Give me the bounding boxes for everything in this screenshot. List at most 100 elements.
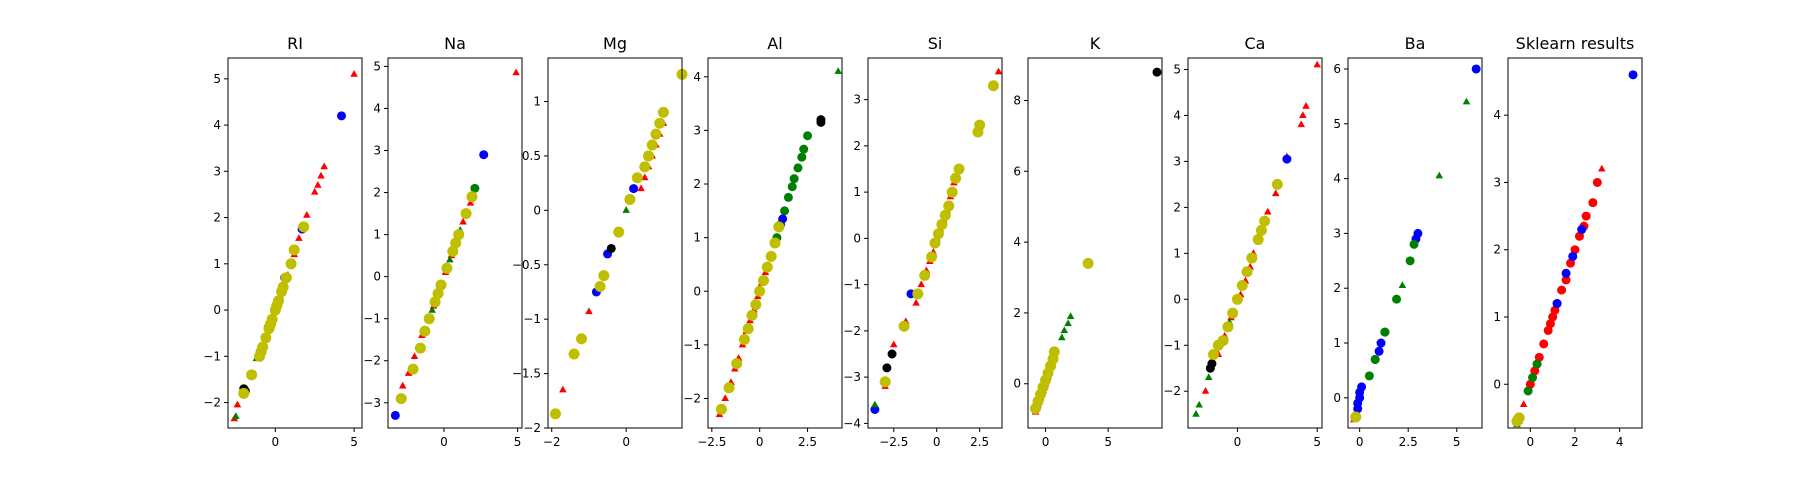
y-tick-label: 6: [1333, 62, 1341, 76]
data-point: [1561, 275, 1571, 285]
data-point: [337, 111, 347, 121]
data-point: [750, 299, 762, 311]
data-point-triangle: [446, 255, 454, 263]
data-point-triangle: [1462, 97, 1471, 105]
data-point: [746, 309, 758, 321]
y-tick-label: −2: [523, 421, 541, 435]
data-point-triangle: [994, 67, 1003, 75]
data-point: [1241, 266, 1253, 278]
subplot-title: Ba: [1405, 34, 1426, 53]
data-point-triangle: [1204, 373, 1213, 380]
data-point: [919, 269, 931, 281]
data-point: [1392, 294, 1402, 304]
data-point: [423, 313, 435, 325]
y-tick-label: 1: [1493, 310, 1501, 324]
data-point: [1557, 285, 1567, 295]
data-point-triangle: [233, 400, 242, 408]
subplot-title: Na: [444, 34, 466, 53]
y-tick-label: −0.5: [512, 258, 541, 272]
data-point: [742, 323, 754, 335]
subplot-title: RI: [287, 34, 303, 53]
data-point: [613, 226, 625, 238]
x-tick-label: −2: [543, 435, 561, 449]
data-point: [1380, 327, 1390, 337]
data-point: [1552, 299, 1562, 309]
data-point-triangle: [1519, 400, 1528, 407]
data-point: [1577, 225, 1587, 235]
data-point: [1227, 307, 1239, 319]
data-point: [1205, 363, 1215, 373]
data-point: [1208, 348, 1220, 360]
x-tick-label: 0: [1042, 435, 1050, 449]
x-tick-label: 0: [933, 435, 941, 449]
data-point: [594, 281, 606, 293]
y-tick-label: 0: [1013, 377, 1021, 391]
y-tick-label: 3: [213, 164, 221, 178]
y-tick-label: 6: [1013, 164, 1021, 178]
y-tick-label: 0: [693, 284, 701, 298]
x-tick-label: 5: [1104, 435, 1112, 449]
y-tick-label: −1: [843, 278, 861, 292]
x-tick-label: 5: [1313, 435, 1321, 449]
data-point: [1370, 354, 1380, 364]
data-point: [1231, 293, 1243, 305]
data-point-triangle: [310, 187, 319, 195]
data-point-triangle: [912, 298, 920, 306]
subplot-title: Si: [928, 34, 943, 53]
data-point: [631, 172, 643, 184]
data-point: [1255, 224, 1267, 236]
subplot-6: K 0 5 0 2 4 6 8: [1013, 34, 1163, 449]
subplot-7: Ca 0 5 −2 −1 0 1 2 3 4 5: [1163, 34, 1323, 449]
data-point: [271, 299, 283, 311]
y-tick-label: 0: [1173, 292, 1181, 306]
data-point: [255, 346, 267, 358]
y-tick-label: −1: [203, 349, 221, 363]
data-point: [390, 410, 400, 420]
data-point: [799, 144, 809, 154]
data-point: [1628, 70, 1638, 80]
data-point: [953, 163, 965, 175]
data-point-triangle: [398, 381, 407, 389]
subplot-2: Na 0 5 −3 −2 −1 0 1 2 3 4 5: [363, 34, 523, 449]
data-point-triangle: [559, 385, 567, 393]
data-point-triangle: [871, 400, 879, 408]
data-point: [898, 320, 910, 332]
data-point-triangle: [917, 280, 926, 288]
data-point-triangle: [1263, 207, 1272, 215]
y-tick-label: 3: [853, 93, 861, 107]
data-point-triangle: [1271, 189, 1280, 197]
data-point: [879, 376, 891, 388]
y-tick-label: 2: [1333, 281, 1341, 295]
subplot-title: Mg: [603, 34, 627, 53]
data-point-triangle: [466, 198, 475, 206]
data-point: [765, 250, 777, 262]
data-point-triangle: [1058, 333, 1066, 341]
data-point: [260, 332, 272, 344]
subplot-title: K: [1090, 34, 1101, 53]
x-tick-label: 5: [1453, 435, 1461, 449]
data-point: [441, 262, 453, 274]
x-tick-label: 2: [1571, 435, 1579, 449]
data-point-triangle: [410, 352, 419, 360]
data-point: [1471, 64, 1481, 74]
data-point-triangle: [317, 171, 325, 179]
y-tick-label: 4: [1333, 172, 1341, 186]
y-tick-label: 1: [1173, 246, 1181, 260]
data-point: [1252, 234, 1264, 246]
subplot-5: Si −2.5 0 2.5 −4 −3 −2 −1 0 1 2 3: [843, 34, 1003, 449]
data-point: [407, 363, 419, 375]
x-tick-label: 2.5: [970, 435, 989, 449]
x-tick-label: 0: [271, 435, 279, 449]
y-tick-label: 5: [1333, 117, 1341, 131]
y-tick-label: −3: [843, 370, 861, 384]
y-tick-label: 1: [213, 257, 221, 271]
data-point-triangle: [637, 184, 645, 192]
data-point: [783, 192, 793, 202]
y-tick-label: −1: [523, 312, 541, 326]
data-point: [568, 348, 580, 360]
axes-frame: [227, 57, 363, 429]
data-point-triangle: [1297, 120, 1306, 128]
data-point: [265, 318, 277, 330]
y-tick-label: 3: [693, 123, 701, 137]
data-point: [395, 393, 407, 405]
